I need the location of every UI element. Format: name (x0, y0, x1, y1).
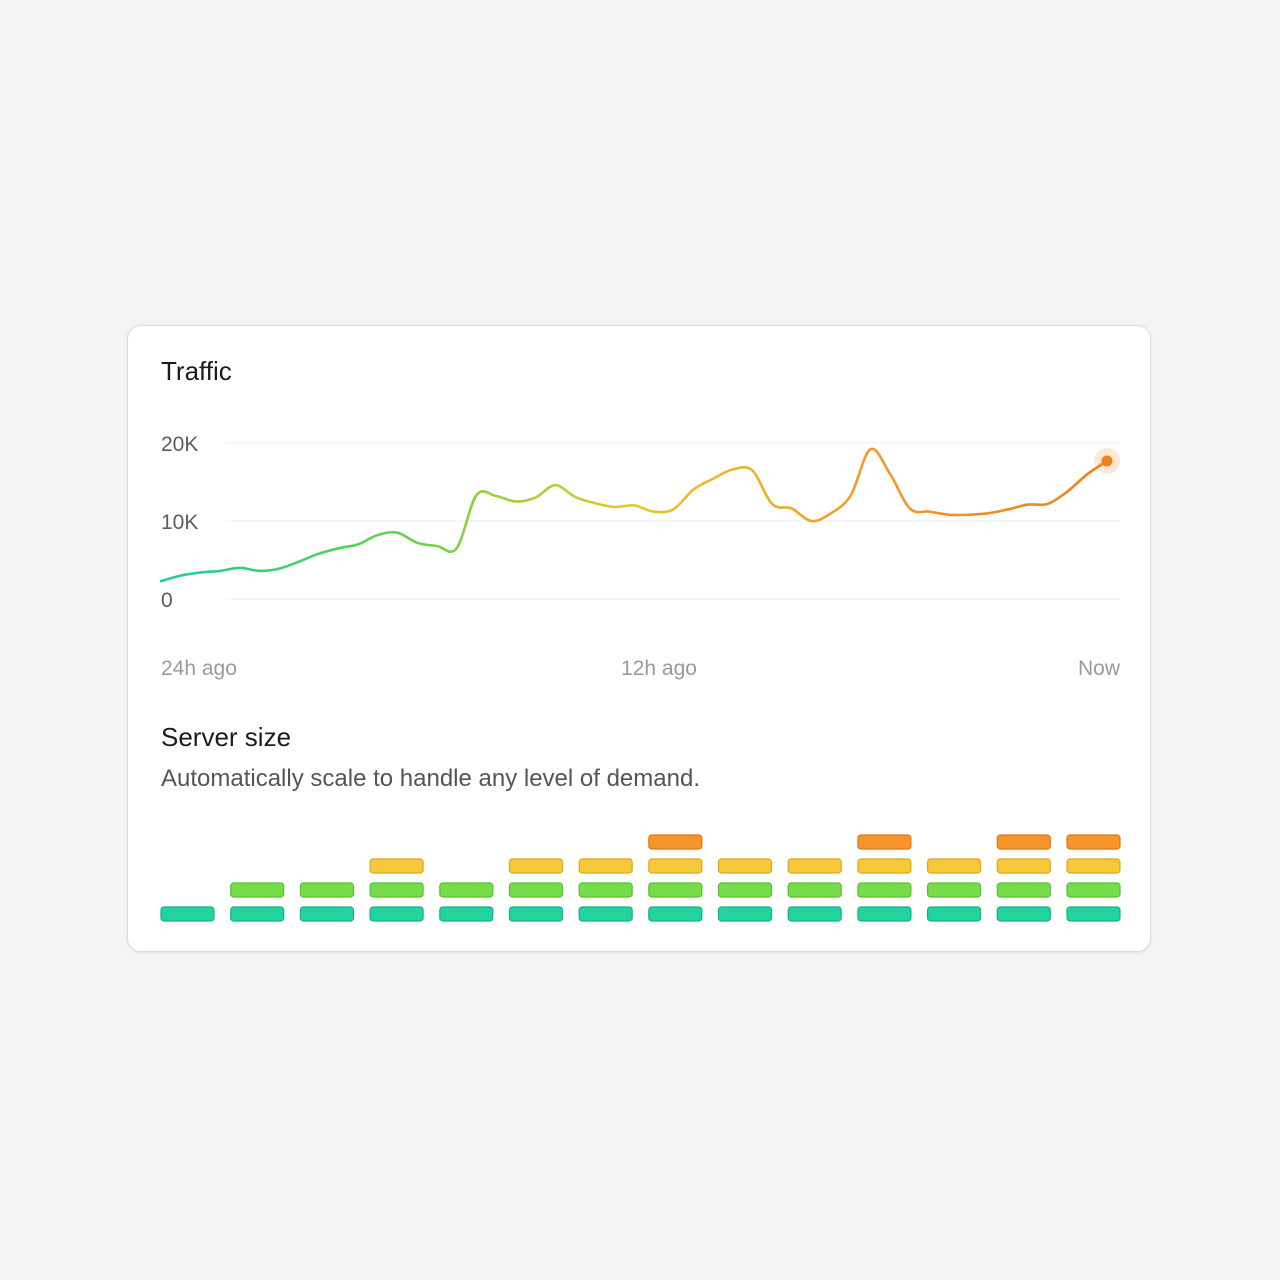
server-block-tier-2 (508, 882, 564, 898)
traffic-card: Traffic 20K 10K 0 24h ago 12h ago Now Se… (127, 325, 1151, 952)
server-block-tier-1 (1066, 906, 1121, 922)
server-block-tier-1 (369, 906, 424, 922)
x-tick-label: 12h ago (621, 657, 697, 680)
traffic-title: Traffic (161, 356, 232, 386)
server-block-tier-1 (996, 906, 1051, 922)
server-size-description: Automatically scale to handle any level … (161, 765, 700, 792)
server-size-title: Server size (161, 722, 292, 752)
server-block-tier-3 (787, 858, 842, 874)
server-block-tier-1 (648, 906, 703, 922)
server-block-tier-2 (439, 882, 494, 898)
y-tick-label: 10K (161, 511, 198, 534)
traffic-series-line (159, 447, 1109, 583)
traffic-endpoint-dot (1101, 455, 1113, 467)
server-block-tier-1 (578, 906, 633, 922)
server-block-tier-2 (230, 882, 285, 898)
server-block-tier-1 (299, 906, 354, 922)
server-block-tier-3 (857, 858, 912, 874)
server-block-tier-2 (1066, 882, 1121, 898)
server-block-tier-2 (926, 882, 982, 898)
server-block-tier-2 (369, 882, 424, 898)
x-tick-label: Now (1078, 657, 1121, 680)
server-block-tier-3 (369, 858, 424, 874)
server-block-tier-1 (787, 906, 842, 922)
server-block-tier-2 (578, 882, 633, 898)
server-block-tier-2 (299, 882, 354, 898)
server-block-tier-2 (857, 882, 912, 898)
server-block-tier-4 (996, 834, 1051, 850)
server-block-tier-4 (857, 834, 912, 850)
server-block-tier-1 (439, 906, 494, 922)
server-block-tier-2 (787, 882, 842, 898)
server-size-bars (160, 834, 1121, 922)
server-block-tier-3 (996, 858, 1051, 874)
server-block-tier-4 (648, 834, 703, 850)
server-block-tier-1 (857, 906, 912, 922)
server-block-tier-1 (717, 906, 773, 922)
server-block-tier-4 (1066, 834, 1121, 850)
server-block-tier-3 (717, 858, 773, 874)
traffic-chart: 20K 10K 0 24h ago 12h ago Now (159, 433, 1121, 680)
server-block-tier-2 (717, 882, 773, 898)
server-block-tier-3 (578, 858, 633, 874)
server-block-tier-2 (996, 882, 1051, 898)
server-block-tier-1 (160, 906, 215, 922)
server-block-tier-1 (508, 906, 564, 922)
server-block-tier-3 (1066, 858, 1121, 874)
server-block-tier-3 (508, 858, 564, 874)
x-tick-label: 24h ago (161, 657, 237, 680)
y-tick-label: 20K (161, 433, 198, 456)
server-block-tier-1 (230, 906, 285, 922)
server-block-tier-3 (648, 858, 703, 874)
server-block-tier-2 (648, 882, 703, 898)
server-block-tier-1 (926, 906, 982, 922)
server-block-tier-3 (926, 858, 982, 874)
y-tick-label: 0 (161, 589, 173, 612)
